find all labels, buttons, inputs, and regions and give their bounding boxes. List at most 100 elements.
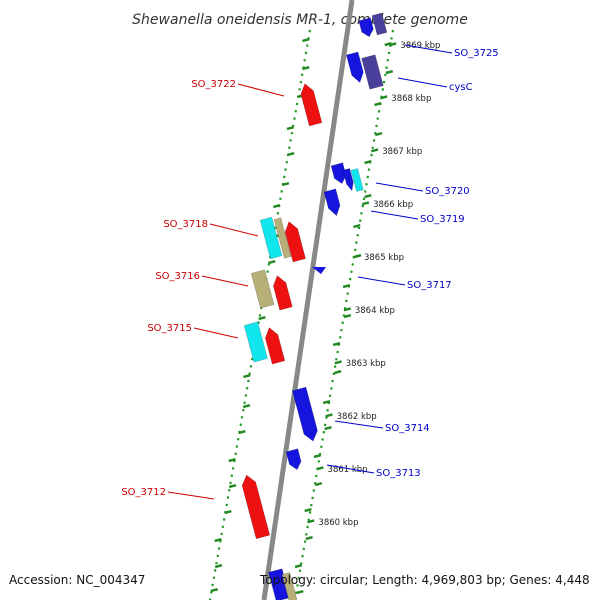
tick-mark xyxy=(307,519,315,524)
tick-label: 3867 kbp xyxy=(382,147,422,157)
gc-marker xyxy=(214,538,222,543)
gene-feature xyxy=(371,12,388,36)
gene-label-reverse: SO_3717 xyxy=(407,280,452,291)
gene-label-reverse: SO_3714 xyxy=(385,423,430,434)
gene-feature xyxy=(300,83,323,127)
gene-arrow xyxy=(259,216,283,260)
gc-marker xyxy=(324,426,332,431)
gc-marker xyxy=(214,564,223,569)
gene-feature xyxy=(273,275,293,311)
gene-label-reverse: SO_3720 xyxy=(425,186,470,197)
gc-marker xyxy=(313,454,321,459)
gene-feature xyxy=(342,168,354,192)
label-leader-line xyxy=(237,83,285,97)
gene-label-reverse: SO_3713 xyxy=(376,468,421,479)
gc-marker xyxy=(374,132,383,137)
tick-mark xyxy=(370,148,379,153)
gene-arrow xyxy=(350,168,364,192)
label-leader-line xyxy=(167,491,215,500)
gene-arrow xyxy=(284,221,306,263)
gene-label-forward: SO_3722 xyxy=(191,79,236,90)
gc-marker xyxy=(268,260,276,265)
gc-marker xyxy=(364,194,372,199)
gc-marker xyxy=(304,508,312,513)
gene-features xyxy=(241,12,388,600)
position-ticks: 3869 kbp 3868 kbp 3867 kbp 3866 kbp 3865 kbp… xyxy=(307,41,440,528)
gene-feature xyxy=(330,162,347,185)
tick-label: 3861 kbp xyxy=(328,465,368,475)
gene-feature xyxy=(259,216,283,260)
tick-mark xyxy=(343,307,351,312)
tick-mark xyxy=(334,360,342,365)
gene-arrow xyxy=(342,168,354,192)
gene-feature xyxy=(273,217,292,259)
gene-feature xyxy=(346,51,364,84)
gc-marker xyxy=(281,182,290,187)
gc-marker xyxy=(228,484,237,489)
label-leader-line xyxy=(397,77,448,88)
gc-marker xyxy=(305,536,313,541)
gc-marker xyxy=(224,510,232,515)
gene-arrow xyxy=(361,54,384,90)
gc-marker xyxy=(343,314,352,319)
gene-label-forward: SO_3718 xyxy=(163,219,208,230)
gene-labels: SO_3722 SO_3718 SO_3716 SO_3715 SO_3712 SO_37… xyxy=(121,44,499,500)
tick-mark xyxy=(325,413,333,418)
tick-label: 3862 kbp xyxy=(337,412,377,422)
gc-marker xyxy=(384,42,392,47)
tick-label: 3860 kbp xyxy=(318,518,358,528)
gc-marker xyxy=(314,482,323,487)
gc-marker xyxy=(287,152,295,157)
gene-arrow xyxy=(243,321,268,363)
tick-mark xyxy=(389,42,397,47)
gc-marker xyxy=(286,126,295,131)
gene-arrow xyxy=(346,51,364,84)
gene-feature xyxy=(284,221,306,263)
gc-marker xyxy=(238,430,246,435)
gc-marker xyxy=(258,316,266,321)
label-leader-line xyxy=(357,276,406,286)
gc-marker xyxy=(210,588,219,593)
label-leader-line xyxy=(370,210,419,220)
gene-feature xyxy=(358,17,374,38)
gene-feature xyxy=(350,168,364,192)
tick-label: 3869 kbp xyxy=(400,41,440,51)
gc-marker xyxy=(334,370,342,375)
gc-marker xyxy=(296,590,304,595)
gc-marker xyxy=(322,400,331,405)
gene-arrow xyxy=(264,327,286,365)
gene-feature xyxy=(323,188,341,217)
gene-feature xyxy=(285,448,302,471)
gc-marker xyxy=(294,564,303,569)
tick-label: 3863 kbp xyxy=(346,359,386,369)
gene-arrow xyxy=(323,188,341,217)
gene-feature xyxy=(241,474,271,540)
map-title: Shewanella oneidensis MR-1, complete gen… xyxy=(132,12,468,28)
tick-label: 3864 kbp xyxy=(355,306,395,316)
label-leader-line xyxy=(326,464,375,474)
gene-arrow xyxy=(358,17,374,38)
small-feature-marker xyxy=(312,267,326,274)
gc-marker xyxy=(353,224,361,229)
tick-label: 3868 kbp xyxy=(391,94,431,104)
gc-marker xyxy=(302,66,310,71)
gc-marker xyxy=(332,342,341,347)
gene-feature xyxy=(264,327,286,365)
genome-backbone xyxy=(261,0,355,600)
tick-label: 3866 kbp xyxy=(373,200,413,210)
accession-text: Accession: NC_004347 xyxy=(9,573,146,587)
gene-arrow xyxy=(292,386,318,442)
gc-marker xyxy=(243,374,251,379)
gene-arrow xyxy=(273,275,293,311)
label-leader-line xyxy=(334,420,384,429)
gc-marker xyxy=(228,458,236,463)
gene-label-reverse: SO_3725 xyxy=(454,48,499,59)
tick-mark xyxy=(352,254,361,259)
label-leader-line xyxy=(193,327,239,339)
gene-feature xyxy=(361,54,384,90)
gc-markers xyxy=(210,38,394,595)
gc-marker xyxy=(385,70,394,75)
gene-arrow xyxy=(330,162,347,185)
gene-label-forward: SO_3715 xyxy=(147,323,192,334)
gc-marker xyxy=(364,160,372,165)
